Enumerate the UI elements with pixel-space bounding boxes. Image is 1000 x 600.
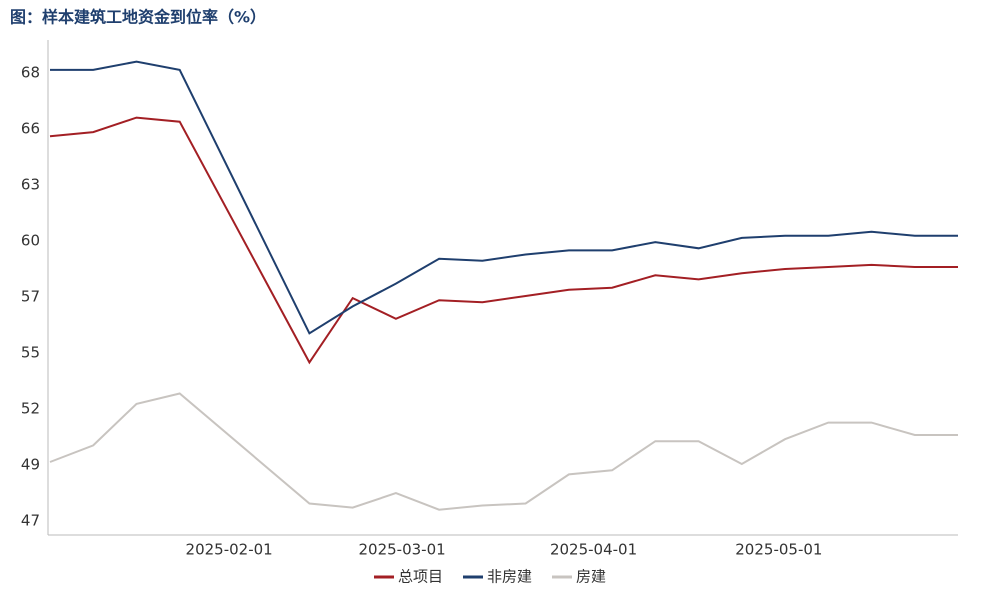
y-tick-label: 47 [21, 512, 40, 530]
x-tick-label: 2025-04-01 [550, 541, 637, 559]
y-tick-label: 52 [21, 400, 40, 418]
legend-label: 非房建 [487, 568, 532, 586]
x-tick-label: 2025-02-01 [186, 541, 273, 559]
y-tick-label: 55 [21, 344, 40, 362]
legend-label: 房建 [576, 568, 606, 586]
x-tick-label: 2025-03-01 [358, 541, 445, 559]
y-tick-label: 57 [21, 288, 40, 306]
y-tick-label: 60 [21, 232, 40, 250]
y-tick-label: 68 [21, 63, 40, 81]
y-tick-label: 66 [21, 120, 40, 138]
y-tick-label: 49 [21, 456, 40, 474]
x-tick-label: 2025-05-01 [735, 541, 822, 559]
y-tick-label: 63 [21, 176, 40, 194]
series-line [49, 116, 958, 365]
chart-title: 图：样本建筑工地资金到位率（%） [10, 8, 266, 27]
series-line [50, 60, 958, 335]
series-line [49, 392, 958, 511]
legend-label: 总项目 [398, 568, 443, 586]
